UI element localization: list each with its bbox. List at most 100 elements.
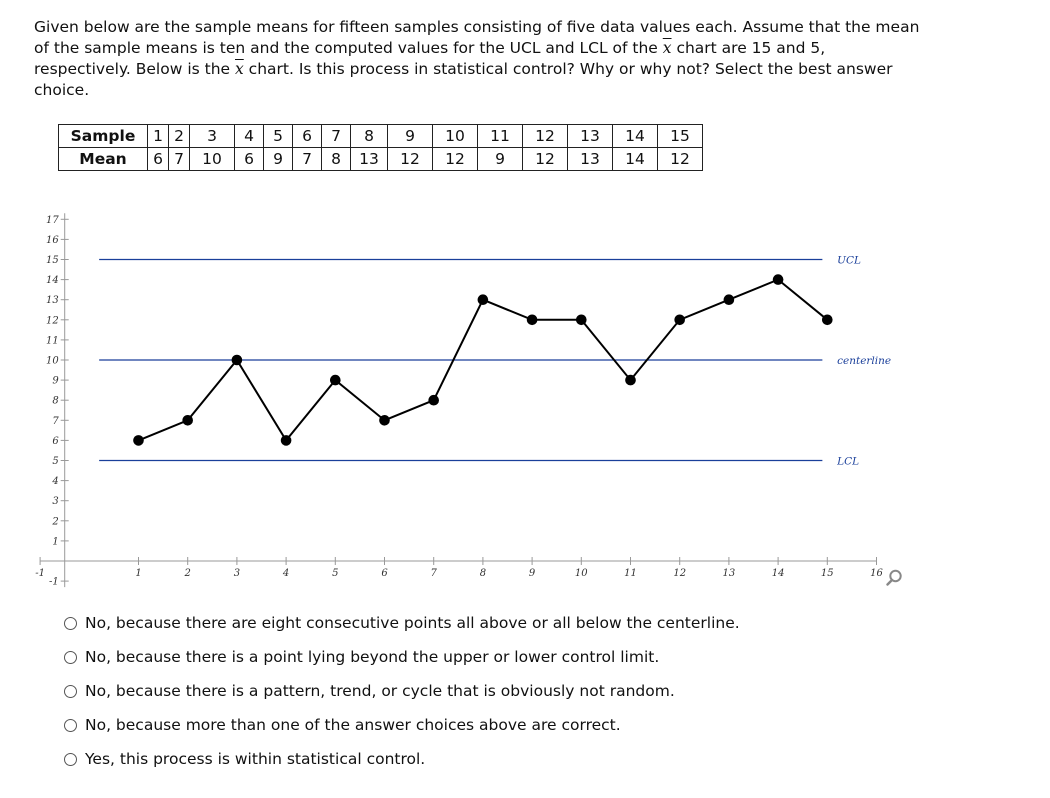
y-tick-label: 7 <box>52 416 59 427</box>
data-point <box>379 415 390 426</box>
reference-label-LCL: LCL <box>836 456 859 468</box>
x-tick-label: 15 <box>821 568 834 579</box>
answer-choice-label: No, because there is a point lying beyon… <box>85 648 660 666</box>
table-cell-mean: 14 <box>612 147 658 171</box>
x-tick-label: -1 <box>35 568 45 579</box>
xbar-symbol: x <box>662 39 672 57</box>
data-point <box>182 415 193 426</box>
y-tick-label: 1 <box>52 536 58 547</box>
x-tick-label: 3 <box>234 568 240 579</box>
x-tick-label: 7 <box>431 568 438 579</box>
answer-choice-2[interactable]: No, because there is a point lying beyon… <box>64 640 740 674</box>
y-tick-label: 17 <box>46 215 59 226</box>
x-tick-label: 13 <box>723 568 736 579</box>
table-cell-mean: 7 <box>292 147 322 171</box>
answer-choice-4[interactable]: No, because more than one of the answer … <box>64 708 740 742</box>
table-cell-mean: 9 <box>263 147 293 171</box>
table-cell-sample: 11 <box>477 124 523 148</box>
data-point <box>428 394 440 406</box>
answer-choice-5[interactable]: Yes, this process is within statistical … <box>64 742 740 776</box>
answer-choice-label: No, because there are eight consecutive … <box>85 614 740 632</box>
data-point <box>772 274 784 285</box>
data-point <box>477 294 489 305</box>
table-cell-sample: 3 <box>189 124 235 148</box>
table-cell-mean: 10 <box>189 147 235 171</box>
y-tick-label: 16 <box>46 235 59 246</box>
x-tick-label: 9 <box>529 568 536 579</box>
table-cell-mean: 8 <box>321 147 351 171</box>
table-cell-sample: 12 <box>522 124 568 148</box>
table-cell-sample: 4 <box>234 124 264 148</box>
table-cell-mean: 13 <box>350 147 388 171</box>
radio-button[interactable] <box>64 718 77 732</box>
row-label-mean: Mean <box>58 147 148 171</box>
y-tick-label: -1 <box>49 577 59 588</box>
y-tick-label: 4 <box>51 476 58 487</box>
x-tick-label: 12 <box>673 568 686 579</box>
answer-choice-3[interactable]: No, because there is a pattern, trend, o… <box>64 674 740 708</box>
y-tick-label: 12 <box>46 315 59 326</box>
table-cell-sample: 2 <box>168 124 190 148</box>
reference-lines: UCL centerline LCL <box>99 255 891 468</box>
xbar-symbol: x <box>235 60 244 78</box>
x-tick-label: 5 <box>332 568 338 579</box>
answer-choice-label: Yes, this process is within statistical … <box>85 750 426 768</box>
y-tick-label: 11 <box>46 335 59 346</box>
data-point <box>723 294 735 305</box>
data-point <box>280 435 292 446</box>
data-point <box>526 314 538 326</box>
data-point <box>822 314 833 326</box>
y-tick-label: 15 <box>46 255 59 266</box>
radio-button[interactable] <box>64 752 77 766</box>
x-tick-label: 2 <box>184 568 191 579</box>
table-cell-sample: 15 <box>657 124 703 148</box>
answer-choices: No, because there are eight consecutive … <box>64 606 740 776</box>
reference-label-centerline: centerline <box>837 355 891 367</box>
table-cell-sample: 9 <box>387 124 433 148</box>
data-point <box>674 314 685 326</box>
data-point <box>576 314 587 326</box>
table-cell-sample: 5 <box>263 124 293 148</box>
radio-button[interactable] <box>64 684 77 698</box>
table-cell-mean: 12 <box>522 147 568 171</box>
x-tick-label: 8 <box>480 568 486 579</box>
table-cell-sample: 1 <box>147 124 169 148</box>
series-sample-means <box>133 274 833 446</box>
x-tick-label: 14 <box>772 568 785 579</box>
answer-choice-1[interactable]: No, because there are eight consecutive … <box>64 606 740 640</box>
table-cell-mean: 12 <box>657 147 703 171</box>
answer-choice-label: No, because there is a pattern, trend, o… <box>85 682 675 700</box>
table-cell-mean: 12 <box>387 147 433 171</box>
table-cell-sample: 8 <box>350 124 388 148</box>
y-tick-label: 10 <box>46 356 59 367</box>
table-cell-sample: 6 <box>292 124 322 148</box>
x-tick-label: 6 <box>381 568 388 579</box>
table-cell-mean: 12 <box>432 147 478 171</box>
table-row-sample: Sample 1 2 3 4 5 6 7 8 9 10 11 12 13 14 15 <box>58 124 703 148</box>
table-row-mean: Mean 6 7 10 6 9 7 8 13 12 12 9 12 13 14 12 <box>58 147 703 171</box>
y-tick-label: 9 <box>52 376 59 387</box>
row-label-sample: Sample <box>58 124 148 148</box>
table-cell-mean: 6 <box>234 147 264 171</box>
y-tick-label: 3 <box>52 496 58 507</box>
data-point <box>330 374 341 386</box>
y-tick-label: 2 <box>51 516 58 527</box>
answer-choice-label: No, because more than one of the answer … <box>85 716 621 734</box>
x-tick-label: 10 <box>575 568 588 579</box>
radio-button[interactable] <box>64 650 77 664</box>
y-tick-label: 13 <box>46 295 59 306</box>
table-cell-mean: 6 <box>147 147 169 171</box>
radio-button[interactable] <box>64 616 77 630</box>
chart-axes: -1 1 2 3 4 5 6 7 8 9 10 11 12 13 14 15 16-11234567891011… <box>35 213 883 588</box>
magnifier-icon[interactable] <box>886 568 906 588</box>
y-tick-label: 14 <box>46 275 59 286</box>
x-tick-label: 16 <box>870 568 883 579</box>
sample-means-table: Sample 1 2 3 4 5 6 7 8 9 10 11 12 13 14 15 Mean 6 7 10 6 9… <box>58 124 703 171</box>
data-point <box>231 354 243 366</box>
data-point <box>133 435 144 446</box>
x-tick-label: 11 <box>624 568 637 579</box>
table-cell-sample: 13 <box>567 124 613 148</box>
table-cell-mean: 9 <box>477 147 523 171</box>
x-tick-label: 1 <box>135 568 141 579</box>
reference-label-UCL: UCL <box>837 255 861 267</box>
